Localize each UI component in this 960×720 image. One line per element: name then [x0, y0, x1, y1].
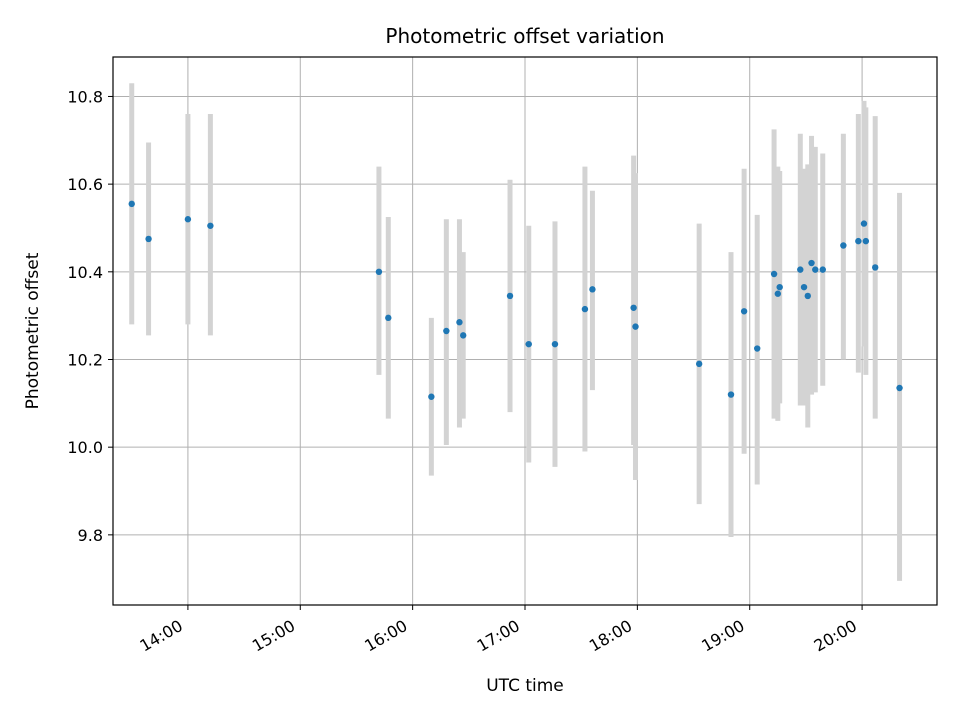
data-point [770, 270, 778, 278]
y-axis-label: Photometric offset [23, 252, 43, 409]
data-point [632, 323, 639, 330]
data-point [456, 319, 463, 326]
error-bars [129, 83, 903, 581]
data-point [855, 237, 862, 245]
data-point [589, 286, 596, 293]
data-point [630, 304, 637, 311]
x-tick-label: 16:00 [361, 616, 410, 656]
data-point [443, 327, 450, 335]
y-tick-label: 10.2 [67, 350, 103, 369]
data-point [207, 222, 214, 229]
data-point [860, 220, 868, 227]
data-point [808, 259, 815, 267]
data-point [804, 292, 811, 300]
data-point [797, 266, 804, 273]
chart-title: Photometric offset variation [385, 24, 664, 48]
x-tick-label: 15:00 [249, 616, 298, 656]
data-point [840, 242, 847, 249]
x-tick-label: 18:00 [586, 616, 635, 656]
data-point [695, 360, 703, 368]
data-point [872, 264, 879, 271]
data-point [754, 345, 761, 352]
x-axis-label: UTC time [486, 676, 564, 696]
y-tick-label: 10.6 [67, 175, 103, 194]
y-tick-label: 10.4 [67, 263, 103, 282]
data-point [525, 340, 532, 348]
x-tick-label: 17:00 [474, 616, 523, 656]
x-tick-label: 19:00 [698, 616, 747, 656]
x-tick-label: 20:00 [811, 616, 860, 656]
data-point [551, 340, 559, 348]
data-point [375, 268, 383, 276]
data-point [862, 237, 870, 245]
data-point [428, 393, 435, 400]
data-point [184, 216, 192, 223]
data-point [460, 332, 467, 339]
data-point [128, 200, 135, 208]
data-point [800, 283, 808, 291]
data-point [896, 384, 903, 392]
data-point [506, 292, 514, 300]
data-point [385, 314, 392, 322]
y-tick-label: 10.0 [67, 438, 103, 457]
data-point [776, 283, 783, 291]
data-point [740, 308, 748, 315]
data-point [581, 305, 589, 313]
data-point [145, 235, 152, 243]
y-tick-label: 10.8 [67, 87, 103, 106]
data-point [774, 290, 782, 297]
data-point [812, 266, 819, 273]
data-point [727, 391, 735, 398]
data-points [128, 200, 903, 400]
y-tick-label: 9.8 [78, 526, 103, 545]
x-tick-label: 14:00 [136, 616, 185, 656]
data-point [819, 266, 826, 273]
